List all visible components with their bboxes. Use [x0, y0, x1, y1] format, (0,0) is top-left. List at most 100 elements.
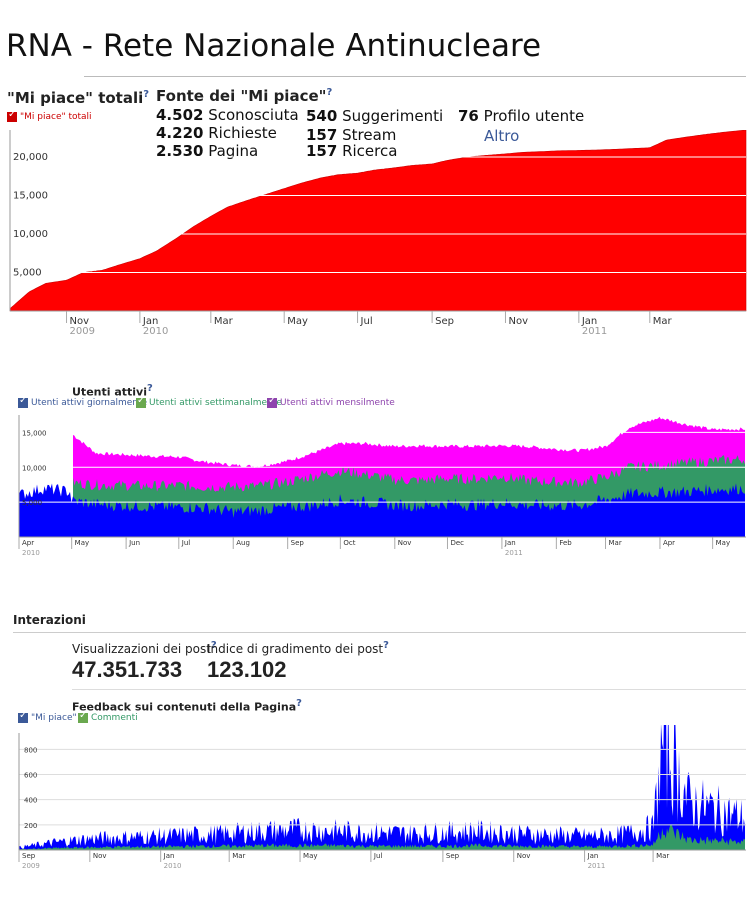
page-title: RNA - Rete Nazionale Antinucleare — [6, 28, 542, 64]
y-tick-label: 15,000 — [13, 190, 48, 201]
legend-monthly[interactable]: Utenti attivi mensilmente — [267, 395, 395, 408]
x-tick-year: 2010 — [164, 862, 182, 870]
legend-likes-label: "Mi piace" — [31, 713, 77, 723]
post-views-value: 47.351.733 — [72, 657, 183, 682]
active-users-chart: 5,000 10,000 15,000 Apr 2010 May Jun Jul Aug Sep O… — [18, 415, 746, 557]
x-tick-label: Nov — [508, 316, 528, 327]
active-users-title-text: Utenti attivi — [72, 385, 147, 399]
y-tick-label: 600 — [24, 772, 37, 780]
x-tick-label: Nov — [517, 852, 531, 860]
x-tick-label: Jan — [504, 539, 516, 547]
y-tick-label: 200 — [24, 822, 37, 830]
series-area-0 — [19, 725, 745, 850]
likes-legend-label: "Mi piace" totali — [20, 112, 92, 122]
like-sources-title: Fonte dei "Mi piace"? — [156, 87, 332, 105]
legend-monthly-label: Utenti attivi mensilmente — [280, 398, 395, 408]
legend-daily[interactable]: Utenti attivi giornalmente — [18, 395, 148, 408]
x-tick-label: May — [303, 852, 317, 860]
series-area-0 — [9, 130, 747, 312]
likes-section-title: "Mi piace" totali? — [7, 89, 149, 107]
source-stream: 157 Stream — [306, 126, 397, 144]
active-users-help-icon[interactable]: ? — [147, 383, 153, 394]
x-tick-label: Sep — [22, 852, 36, 860]
x-tick-label: Jan — [142, 316, 158, 327]
checkbox-icon[interactable] — [7, 109, 17, 122]
x-tick-label: Jul — [181, 539, 191, 547]
y-tick-label: 800 — [24, 746, 37, 754]
x-tick-label: May — [75, 539, 89, 547]
y-tick-label: 5,000 — [13, 267, 42, 278]
x-tick-label: Apr — [22, 539, 34, 547]
post-views-label: Visualizzazioni dei post? — [72, 640, 217, 656]
post-likes-label: Indice di gradimento dei post? — [207, 640, 389, 656]
legend-comments[interactable]: Commenti — [78, 710, 138, 723]
x-tick-year: 2009 — [70, 326, 95, 337]
post-views-help-icon[interactable]: ? — [210, 640, 217, 651]
source-requests: 4.220 Richieste — [156, 124, 277, 142]
post-likes-help-icon[interactable]: ? — [383, 640, 389, 651]
x-tick-label: Mar — [656, 852, 669, 860]
x-tick-year: 2010 — [143, 326, 168, 337]
like-sources-help-icon[interactable]: ? — [326, 87, 333, 98]
feedback-divider — [72, 689, 746, 690]
checkbox-icon[interactable] — [18, 395, 28, 408]
x-tick-label: Jan — [587, 852, 599, 860]
x-tick-label: Mar — [609, 539, 622, 547]
series-area-1 — [19, 824, 745, 850]
likes-title-text: "Mi piace" totali — [7, 89, 144, 107]
x-tick-label: May — [287, 316, 308, 327]
active-users-title: Utenti attivi? — [72, 383, 153, 399]
checkbox-icon[interactable] — [267, 395, 277, 408]
x-tick-label: May — [716, 539, 730, 547]
series-area-0 — [19, 483, 745, 537]
x-tick-label: Oct — [343, 539, 355, 547]
x-tick-year: 2011 — [582, 326, 607, 337]
checkbox-icon[interactable] — [18, 710, 28, 723]
feedback-help-icon[interactable]: ? — [296, 698, 302, 709]
interactions-divider — [13, 632, 746, 633]
source-page: 2.530 Pagina — [156, 142, 259, 160]
checkbox-icon[interactable] — [78, 710, 88, 723]
x-tick-year: 2011 — [588, 862, 606, 870]
like-sources-title-text: Fonte dei "Mi piace" — [156, 87, 327, 105]
y-tick-label: 20,000 — [13, 152, 48, 163]
y-tick-label: 5,000 — [22, 499, 42, 507]
feedback-title-text: Feedback sui contenuti della Pagina — [72, 700, 297, 714]
x-tick-label: Sep — [291, 539, 305, 547]
x-tick-label: Jun — [128, 539, 140, 547]
legend-weekly[interactable]: Utenti attivi settimanalmente — [136, 395, 282, 408]
x-tick-label: Mar — [214, 316, 234, 327]
more-sources-link[interactable]: Altro — [484, 127, 520, 145]
x-tick-label: Aug — [236, 539, 250, 547]
y-tick-label: 10,000 — [13, 229, 48, 240]
legend-comments-label: Commenti — [91, 713, 138, 723]
x-tick-label: Feb — [559, 539, 572, 547]
x-tick-label: Sep — [446, 852, 460, 860]
source-unknown: 4.502 Sconosciuta — [156, 106, 299, 124]
feedback-title: Feedback sui contenuti della Pagina? — [72, 698, 302, 714]
x-tick-label: Nov — [398, 539, 412, 547]
y-tick-label: 15,000 — [22, 429, 47, 437]
x-tick-year: 2010 — [22, 549, 40, 557]
x-tick-label: Mar — [232, 852, 245, 860]
likes-legend[interactable]: "Mi piace" totali — [7, 109, 92, 122]
x-tick-label: Jan — [581, 316, 597, 327]
legend-weekly-label: Utenti attivi settimanalmente — [149, 398, 282, 408]
source-suggestions: 540 Suggerimenti — [306, 107, 444, 125]
post-likes-value: 123.102 — [207, 657, 287, 682]
checkbox-icon[interactable] — [136, 395, 146, 408]
likes-help-icon[interactable]: ? — [143, 89, 150, 100]
total-likes-chart: 5,00010,00015,00020,000Nov2009Jan2010Mar… — [9, 130, 747, 337]
y-tick-label: 400 — [24, 797, 37, 805]
x-tick-label: Jan — [163, 852, 175, 860]
legend-daily-label: Utenti attivi giornalmente — [31, 398, 148, 408]
x-tick-label: Jul — [373, 852, 383, 860]
x-tick-label: Dec — [450, 539, 464, 547]
x-tick-label: Sep — [435, 316, 454, 327]
title-divider — [84, 76, 746, 77]
feedback-chart: 200 400 600 800 Sep 2009 Nov Jan 2010 Mar May Jul Se… — [18, 725, 746, 870]
source-user-profile: 76 Profilo utente — [458, 107, 585, 125]
x-tick-label: Apr — [663, 539, 675, 547]
legend-likes[interactable]: "Mi piace" — [18, 710, 77, 723]
x-tick-year: 2009 — [22, 862, 40, 870]
